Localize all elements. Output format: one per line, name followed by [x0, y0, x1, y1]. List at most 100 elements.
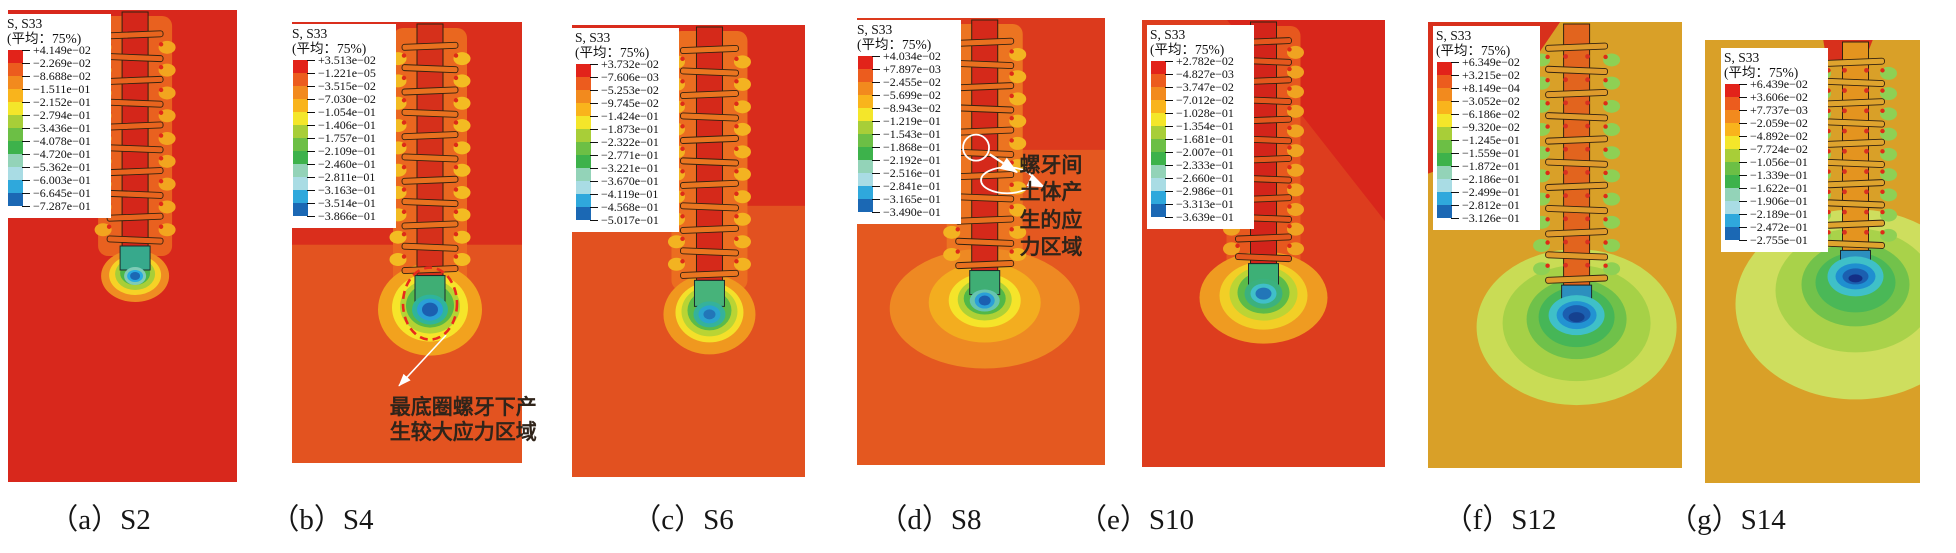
legend-tick — [590, 206, 598, 208]
legend-color-swatch — [8, 114, 23, 128]
legend-tick — [307, 150, 315, 152]
legend-color-swatch — [858, 94, 873, 108]
legend-color-swatch — [1725, 135, 1740, 149]
legend-averaging-label: (平均：75%) — [857, 37, 932, 53]
legend-field-title: S, S33 — [292, 26, 328, 41]
legend-color-swatch — [1151, 73, 1166, 87]
legend-level-value: −4.720e−01 — [33, 146, 91, 161]
legend-level-value: −3.221e−01 — [601, 160, 659, 175]
legend-tick — [22, 127, 30, 129]
legend-level-value: −1.028e−01 — [1176, 105, 1234, 120]
legend-color-swatch — [8, 192, 23, 206]
legend-color-swatch — [1151, 99, 1166, 113]
legend-tick — [872, 81, 880, 83]
legend-color-swatch — [1725, 122, 1740, 136]
legend-tick — [1165, 99, 1173, 101]
legend-tick — [872, 107, 880, 109]
annotation-arrow — [1026, 173, 1046, 188]
legend-tick — [590, 141, 598, 143]
legend-color-swatch — [1151, 112, 1166, 126]
legend-tick — [1451, 74, 1459, 76]
legend-tick — [22, 101, 30, 103]
legend-level-value: −2.812e−01 — [1462, 197, 1520, 212]
legend-level-value: −3.747e−02 — [1176, 79, 1234, 94]
legend-level-value: −1.872e−01 — [1462, 158, 1520, 173]
legend-level-value: −1.406e−01 — [318, 117, 376, 132]
legend-color-swatch — [576, 63, 591, 77]
legend-tick — [22, 49, 30, 51]
legend-color-swatch — [293, 202, 308, 216]
legend-color-swatch — [8, 166, 23, 180]
annotation-text-d: 螺牙间 土体产 生的应 力区域 — [1019, 153, 1083, 259]
legend-color-swatch — [1437, 139, 1452, 153]
legend-tick — [22, 62, 30, 64]
legend-box-e: S, S33 (平均：75%) +2.782e−02 −4.827e−03 −3.747… — [1147, 25, 1254, 229]
legend-color-swatch — [576, 206, 591, 220]
legend-tick — [1739, 135, 1747, 137]
legend-color-swatch — [858, 198, 873, 212]
legend-level-value: −3.514e−01 — [318, 195, 376, 210]
legend-color-swatch — [293, 98, 308, 112]
legend-tick — [872, 94, 880, 96]
legend-level-value: −2.841e−01 — [883, 178, 941, 193]
legend-level-value: −1.056e−01 — [1750, 154, 1808, 169]
legend-tick — [307, 176, 315, 178]
legend-color-swatch — [576, 141, 591, 155]
legend-tick — [1451, 204, 1459, 206]
legend-level-value: −8.943e−02 — [883, 100, 941, 115]
legend-color-swatch — [1151, 190, 1166, 204]
legend-color-swatch — [1437, 126, 1452, 140]
legend-color-swatch — [293, 59, 308, 73]
legend-color-swatch — [858, 185, 873, 199]
legend-tick — [1165, 164, 1173, 166]
legend-color-swatch — [576, 167, 591, 181]
legend-tick — [1165, 203, 1173, 205]
legend-tick — [307, 72, 315, 74]
legend-tick — [1451, 165, 1459, 167]
legend-level-value: −3.639e−01 — [1176, 209, 1234, 224]
legend-tick — [307, 98, 315, 100]
legend-level-value: −2.455e−02 — [883, 74, 941, 89]
legend-tick — [1739, 161, 1747, 163]
legend-tick — [1739, 213, 1747, 215]
legend-tick — [307, 59, 315, 61]
legend-level-value: −2.499e−01 — [1462, 184, 1520, 199]
legend-level-value: −2.794e−01 — [33, 107, 91, 122]
legend-tick — [22, 88, 30, 90]
contour-panel-d — [857, 18, 1105, 465]
legend-tick — [872, 146, 880, 148]
legend-level-value: −5.362e−01 — [33, 159, 91, 174]
legend-tick — [590, 102, 598, 104]
contour-image-b — [292, 22, 522, 463]
legend-level-value: −2.516e−01 — [883, 165, 941, 180]
legend-color-swatch — [1725, 96, 1740, 110]
legend-tick — [1165, 112, 1173, 114]
legend-color-swatch — [8, 49, 23, 63]
legend-box-g: S, S33 (平均：75%) +6.439e−02 +3.606e−02 +7.737… — [1721, 48, 1828, 252]
legend-level-value: −2.460e−01 — [318, 156, 376, 171]
legend-tick — [1451, 152, 1459, 154]
panel-caption-g: （g）S14 — [1668, 504, 1786, 536]
contour-panel-b — [292, 22, 522, 463]
legend-level-value: −7.606e−03 — [601, 69, 659, 84]
legend-tick — [307, 124, 315, 126]
legend-tick — [1451, 217, 1459, 219]
legend-field-title: S, S33 — [857, 22, 893, 37]
legend-level-value: +7.737e−03 — [1750, 102, 1808, 117]
legend-tick — [872, 159, 880, 161]
legend-tick — [590, 63, 598, 65]
legend-level-value: −1.511e−01 — [33, 81, 91, 96]
legend-level-value: −2.472e−01 — [1750, 219, 1808, 234]
legend-color-swatch — [1151, 177, 1166, 191]
legend-averaging-label: (平均：75%) — [575, 45, 650, 61]
legend-tick — [307, 111, 315, 113]
panel-caption-d: （d）S8 — [878, 504, 982, 536]
legend-color-swatch — [576, 115, 591, 129]
contour-image-d — [857, 18, 1105, 465]
legend-tick — [1451, 100, 1459, 102]
legend-level-value: −1.868e−01 — [883, 139, 941, 154]
legend-level-value: −3.866e−01 — [318, 208, 376, 223]
legend-field-title: S, S33 — [1436, 28, 1472, 43]
legend-color-swatch — [1437, 178, 1452, 192]
